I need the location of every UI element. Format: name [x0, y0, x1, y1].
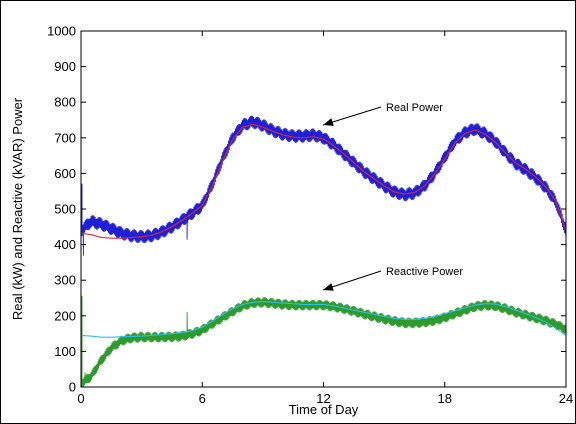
y-tick-label: 900: [54, 59, 76, 74]
annotation-arrow-line: [322, 106, 382, 126]
x-tick-label: 18: [438, 391, 452, 406]
y-tick-label: 400: [54, 237, 76, 252]
x-tick-label: 12: [316, 391, 330, 406]
series-line-reactive-reference: [81, 301, 566, 338]
y-tick-label: 1000: [47, 24, 76, 39]
annotation-arrow-head: [323, 118, 334, 126]
y-tick-label: 700: [54, 130, 76, 145]
series-line-reactive-measured: [81, 295, 566, 387]
y-tick-label: 100: [54, 344, 76, 359]
y-tick-label: 0: [69, 380, 76, 395]
x-axis-title: Time of Day: [289, 402, 359, 417]
y-tick-label: 300: [54, 273, 76, 288]
annotation-label-real-measured: Real Power: [386, 102, 443, 114]
annotations-layer: Real Power Reactive Power: [322, 102, 463, 291]
series-layer: [81, 115, 566, 387]
y-tick-label: 200: [54, 308, 76, 323]
y-tick-label: 800: [54, 95, 76, 110]
x-tick-label: 24: [559, 391, 573, 406]
axes-layer: 0 100 200 300 400 500 600 700 800 900 1000 0 6 12 18 24: [47, 24, 573, 407]
x-tick-label: 0: [77, 391, 84, 406]
y-axis-title: Real (kW) and Reactive (kVAR) Power: [10, 97, 25, 320]
series-line-real-reference: [81, 123, 566, 239]
annotation-arrow-head: [323, 283, 334, 291]
annotation-arrow-line: [322, 270, 382, 291]
y-tick-label: 500: [54, 202, 76, 217]
x-tick-label: 6: [199, 391, 206, 406]
y-tick-label: 600: [54, 166, 76, 181]
annotation-label-reactive-measured: Reactive Power: [386, 266, 463, 278]
